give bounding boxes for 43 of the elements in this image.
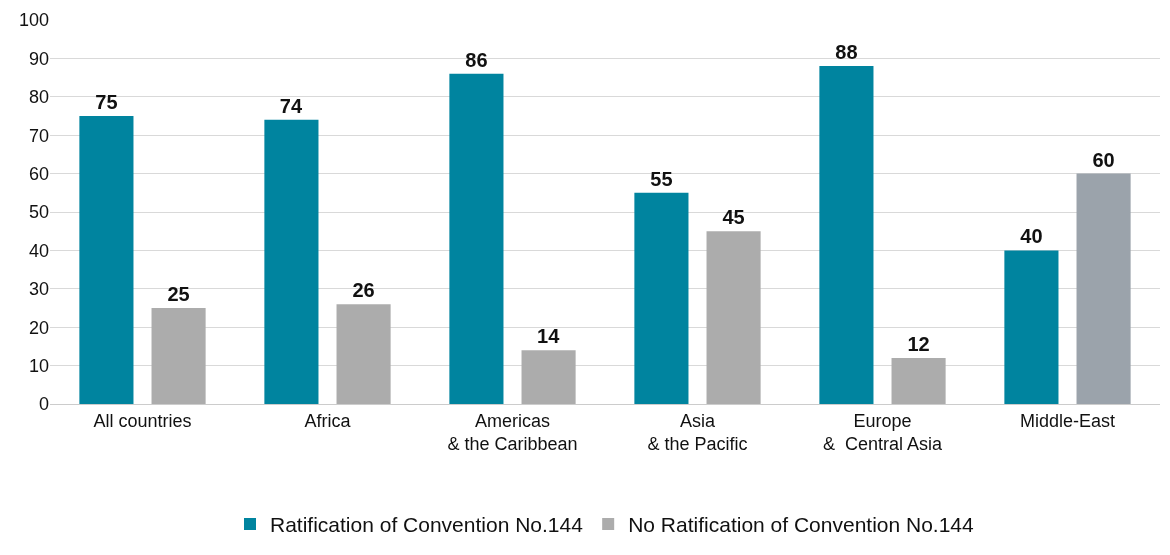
y-tick-label: 70: [28, 125, 49, 146]
data-label: 88: [835, 41, 858, 64]
y-tick-label: 90: [28, 48, 49, 69]
data-label: 25: [167, 283, 190, 305]
bar: [521, 350, 576, 404]
data-label: 14: [537, 325, 561, 348]
x-tick-label: Africa: [304, 410, 352, 431]
bar: [1004, 250, 1059, 404]
x-tick-label: Americas & the Caribbean: [447, 410, 578, 454]
data-label: 74: [279, 94, 303, 117]
data-label: 60: [1092, 148, 1115, 171]
data-label: 86: [465, 48, 488, 71]
data-label: 55: [650, 167, 673, 190]
y-tick-label: 100: [18, 10, 49, 31]
x-tick-label: All countries: [93, 410, 192, 431]
bar: [79, 116, 134, 404]
bar: [1076, 173, 1131, 404]
data-label: 26: [352, 279, 375, 302]
bar: [449, 73, 504, 404]
bar: [819, 66, 874, 404]
x-tick-label: Middle-East: [1019, 410, 1116, 431]
bar: [336, 304, 391, 404]
bar: [264, 119, 319, 404]
legend-label: No Ratification of Convention No.144: [628, 513, 975, 537]
x-tick-label: Europe & Central Asia: [822, 410, 944, 454]
bar: [891, 357, 946, 404]
legend-label: Ratification of Convention No.144: [270, 513, 584, 537]
data-label: 45: [722, 206, 745, 229]
y-tick-label: 0: [38, 394, 49, 415]
data-label: 40: [1020, 225, 1043, 248]
y-tick-label: 30: [28, 279, 49, 300]
bar: [706, 231, 761, 404]
y-tick-label: 10: [28, 355, 49, 376]
data-label: 12: [907, 332, 930, 355]
bar: [151, 308, 206, 404]
bar: [634, 192, 689, 404]
y-tick-label: 80: [28, 87, 49, 108]
data-label: 75: [95, 91, 118, 113]
y-tick-label: 20: [28, 317, 49, 338]
y-tick-label: 40: [28, 240, 49, 261]
y-tick-label: 50: [28, 202, 49, 223]
x-tick-label: Asia & the Pacific: [647, 410, 748, 454]
y-tick-label: 60: [28, 163, 49, 184]
